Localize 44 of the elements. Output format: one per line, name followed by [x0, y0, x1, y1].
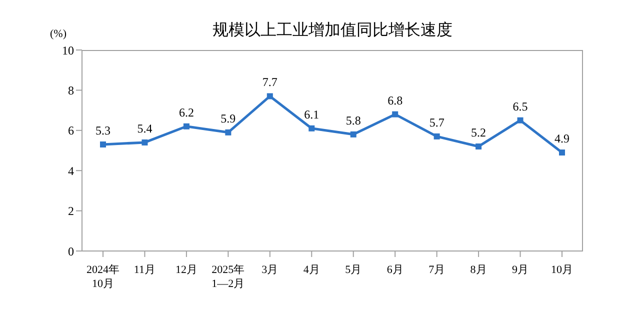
- y-tick-label: 6: [68, 124, 74, 138]
- point: [350, 131, 356, 138]
- point: [559, 150, 565, 156]
- y-tick-label: 8: [68, 83, 74, 98]
- y-tick-label: 0: [68, 244, 74, 258]
- data-label: 5.3: [96, 123, 110, 138]
- x-tick-label: 7月: [428, 264, 446, 276]
- x-tick-label: 8月: [470, 264, 487, 276]
- x-tick-label: 12月: [175, 264, 198, 276]
- point: [142, 139, 148, 146]
- point: [100, 141, 106, 148]
- data-label: 7.7: [262, 75, 278, 90]
- data-label: 5.8: [346, 113, 361, 128]
- data-label: 5.4: [137, 121, 152, 136]
- x-tick-label: 10月: [551, 264, 573, 276]
- data-label: 6.1: [304, 107, 320, 122]
- point: [434, 133, 440, 140]
- data-label: 5.9: [220, 111, 236, 126]
- x-tick-label: 9月: [512, 264, 529, 276]
- point: [266, 93, 273, 100]
- data-label: 4.9: [554, 132, 570, 146]
- data-label: 5.7: [429, 115, 444, 130]
- x-tick-label: 6月: [386, 264, 404, 276]
- point: [517, 117, 524, 124]
- x-tick-label: 5月: [345, 264, 362, 276]
- y-axis-title: (%): [50, 28, 66, 40]
- data-label: 6.2: [178, 105, 194, 120]
- x-tick-label: 2024年 10月: [86, 264, 120, 290]
- x-tick-label: 2025年 1—2月: [212, 264, 245, 290]
- x-tick-label: 3月: [262, 264, 278, 276]
- chart-title: 规模以上工业增加值同比增长速度: [212, 20, 454, 41]
- point: [308, 125, 315, 132]
- data-label: 5.2: [471, 125, 486, 140]
- y-tick-label: 4: [68, 164, 74, 178]
- point: [392, 111, 398, 118]
- data-label: 6.5: [512, 99, 528, 114]
- x-tick-label: 4月: [303, 264, 320, 276]
- point: [183, 123, 190, 130]
- y-tick-label: 2: [68, 204, 74, 218]
- point: [225, 129, 232, 136]
- data-label: 6.8: [388, 93, 403, 108]
- point: [476, 143, 482, 150]
- x-tick-label: 11月: [134, 264, 156, 276]
- y-tick-label: 10: [62, 43, 74, 58]
